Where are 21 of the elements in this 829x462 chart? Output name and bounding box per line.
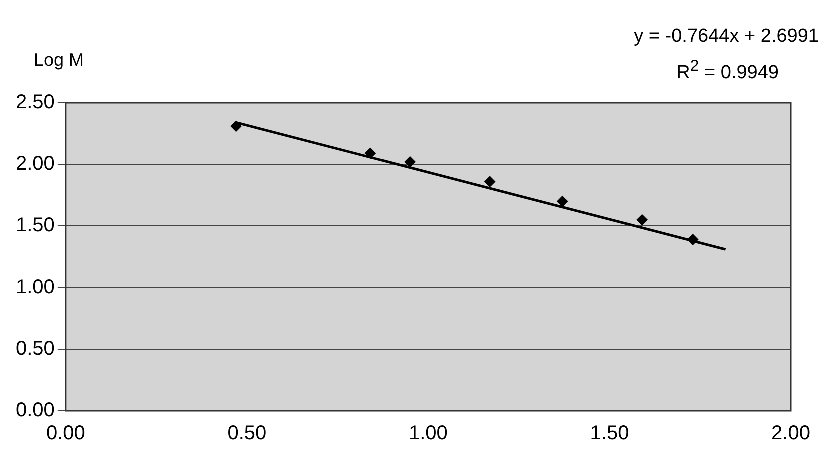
x-tick-label: 1.00 xyxy=(408,422,448,445)
x-tick-label: 0.00 xyxy=(46,422,86,445)
point xyxy=(557,196,568,208)
y-tick-label: 0.50 xyxy=(16,338,55,360)
x-tick-label: 1.50 xyxy=(590,422,630,445)
y-tick-label: 0.00 xyxy=(16,400,55,422)
y-tick-label: 1.50 xyxy=(16,214,55,237)
text: y = -0.7644x + 2.6991 xyxy=(634,25,819,49)
point xyxy=(230,120,242,132)
x-tick-label: 0.50 xyxy=(228,422,267,445)
text: R$^{2}$ = 0.9949 xyxy=(676,57,780,86)
y-axis-title: Log M xyxy=(34,50,84,71)
x-tick-label: 2.00 xyxy=(772,422,810,445)
point xyxy=(688,234,699,246)
point xyxy=(404,156,416,168)
point xyxy=(636,214,648,226)
y-tick-label: 1.00 xyxy=(16,276,55,298)
point xyxy=(364,148,376,160)
y-tick-label: 2.00 xyxy=(16,153,55,176)
point xyxy=(484,176,496,188)
y-tick-label: 2.50 xyxy=(16,92,55,114)
